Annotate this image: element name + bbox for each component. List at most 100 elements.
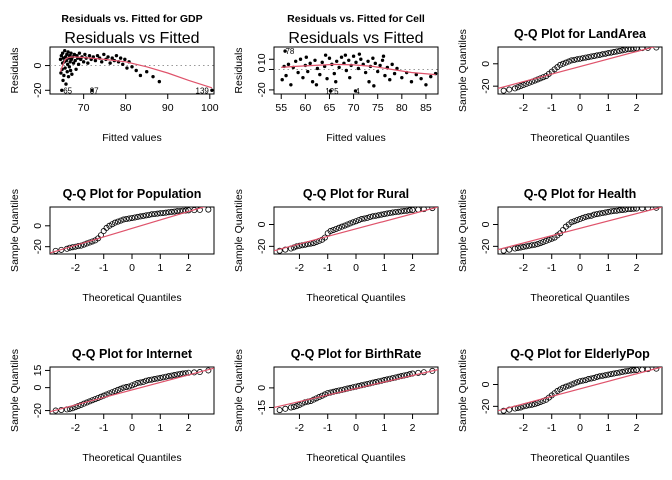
residual-point — [283, 49, 287, 53]
chart-title: Q-Q Plot for Health — [524, 187, 637, 201]
qq-point — [112, 388, 119, 395]
qq-point — [171, 372, 178, 379]
residual-point — [359, 57, 363, 61]
residual-point — [335, 59, 339, 64]
qq-point — [128, 214, 135, 221]
qq-point — [327, 228, 334, 235]
y-tick-label: 0 — [480, 61, 492, 67]
y-tick-label: -20 — [32, 239, 44, 254]
y-tick-label: 0 — [32, 385, 44, 391]
x-axis-label: Theoretical Quantiles — [306, 452, 405, 464]
residual-point — [284, 73, 288, 78]
qq-point — [336, 387, 343, 394]
x-tick-label: 1 — [381, 262, 387, 274]
qq-point — [593, 52, 600, 59]
qq-point — [151, 210, 158, 217]
residual-point — [86, 61, 90, 65]
x-tick-label: 1 — [605, 262, 611, 274]
residual-point — [294, 59, 298, 64]
qq-point — [165, 209, 172, 216]
qq-point — [401, 208, 408, 215]
qq-point — [593, 211, 600, 218]
qq-point — [571, 56, 578, 63]
x-tick-label: 1 — [157, 262, 163, 274]
qq-reference-line — [498, 47, 656, 89]
qq-point — [585, 376, 592, 383]
residual-point — [357, 52, 362, 56]
qq-point — [534, 76, 541, 83]
plot-area — [50, 207, 212, 254]
x-tick-label: -2 — [295, 422, 304, 434]
residual-point — [65, 70, 69, 74]
qq-point — [126, 383, 133, 390]
residual-point — [353, 89, 358, 93]
residual-point — [372, 84, 376, 88]
plot-frame — [273, 46, 439, 95]
qq-point — [543, 237, 550, 244]
y-axis-label: Residuals — [233, 47, 245, 93]
qq-point — [577, 216, 584, 223]
qq-point — [560, 60, 567, 67]
residual-point — [409, 80, 414, 84]
residual-point — [70, 72, 74, 76]
plot-frame — [49, 46, 215, 95]
residual-point — [315, 66, 320, 71]
qq-point — [364, 214, 371, 221]
qq-point — [321, 391, 328, 398]
qq-point — [137, 213, 144, 220]
qq-point — [574, 56, 581, 63]
point-label: 78 — [285, 47, 294, 56]
qq-point — [577, 55, 584, 62]
qq-reference-line — [498, 367, 662, 412]
residual-point — [286, 62, 291, 67]
panel-4: Q-Q Plot for Population Theoretical Quant… — [9, 187, 215, 304]
residual-point — [138, 73, 143, 78]
residual-point — [344, 68, 349, 73]
qq-point — [293, 403, 300, 410]
qq-point — [148, 211, 155, 218]
qq-point — [579, 55, 586, 62]
qq-point — [134, 213, 141, 220]
panel-7: Q-Q Plot for Internet Theoretical Quantil… — [9, 347, 215, 464]
y-tick-label: 0 — [480, 381, 492, 387]
x-axis-label: Theoretical Quantiles — [530, 132, 629, 144]
residual-point — [395, 66, 399, 71]
qq-point — [534, 241, 541, 248]
residual-point — [298, 57, 303, 61]
qq-point — [296, 401, 303, 408]
residual-point — [95, 53, 100, 58]
residual-point — [100, 60, 104, 64]
qq-point — [364, 380, 371, 387]
qq-point — [616, 207, 623, 214]
qq-point — [560, 384, 567, 391]
qq-point — [358, 382, 365, 389]
residual-point — [121, 62, 125, 67]
residual-point — [60, 51, 65, 55]
chart-title: Q-Q Plot for Population — [63, 187, 202, 201]
x-axis-label: Theoretical Quantiles — [306, 292, 405, 304]
residual-point — [373, 61, 377, 66]
qq-point — [140, 378, 147, 385]
plot-frame — [497, 206, 663, 255]
qq-point — [602, 372, 609, 379]
qq-point — [537, 240, 544, 247]
y-tick-label: -15 — [256, 400, 268, 415]
x-tick-label: 70 — [348, 102, 360, 114]
y-tick-label: 0 — [480, 221, 492, 227]
qq-point — [162, 373, 169, 380]
qq-point — [568, 219, 575, 226]
x-tick-label: 2 — [186, 262, 192, 274]
residual-point — [66, 50, 70, 54]
panel-1: Residuals vs. Fitted for GDP Residuals vs… — [9, 13, 219, 144]
qq-point — [276, 247, 283, 254]
qq-point — [378, 211, 385, 218]
qq-point — [565, 382, 572, 389]
qq-point — [355, 217, 362, 224]
x-tick-label: 2 — [634, 262, 640, 274]
qq-point — [613, 207, 620, 214]
x-tick-label: -1 — [323, 422, 332, 434]
qq-point — [154, 210, 161, 217]
qq-point — [296, 242, 303, 249]
qq-point — [336, 224, 343, 231]
qq-point — [562, 59, 569, 66]
